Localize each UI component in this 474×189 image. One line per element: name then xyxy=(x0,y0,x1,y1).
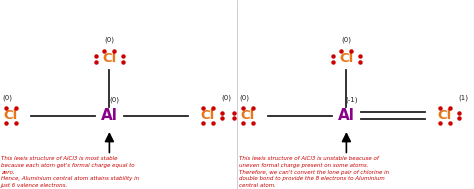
Text: (0): (0) xyxy=(110,97,120,103)
Text: (-1): (-1) xyxy=(346,97,358,103)
Text: This lewis structure of AlCl3 is unstable beacuse of
uneven formal charge presen: This lewis structure of AlCl3 is unstabl… xyxy=(239,156,389,188)
Text: Cl: Cl xyxy=(339,52,354,65)
Text: (0): (0) xyxy=(341,37,351,43)
Text: (0): (0) xyxy=(104,37,114,43)
Text: (0): (0) xyxy=(2,94,12,101)
Text: (0): (0) xyxy=(239,94,249,101)
Text: Cl: Cl xyxy=(438,109,452,122)
Text: (1): (1) xyxy=(458,94,468,101)
Text: Al: Al xyxy=(101,108,118,123)
Text: Cl: Cl xyxy=(4,109,18,122)
Text: Al: Al xyxy=(338,108,355,123)
Text: Cl: Cl xyxy=(241,109,255,122)
Text: (0): (0) xyxy=(221,94,231,101)
Text: Cl: Cl xyxy=(201,109,215,122)
Text: This lewis structure of AlCl3 is most stable
because each atom get's formal char: This lewis structure of AlCl3 is most st… xyxy=(1,156,139,188)
Text: Cl: Cl xyxy=(102,52,117,65)
